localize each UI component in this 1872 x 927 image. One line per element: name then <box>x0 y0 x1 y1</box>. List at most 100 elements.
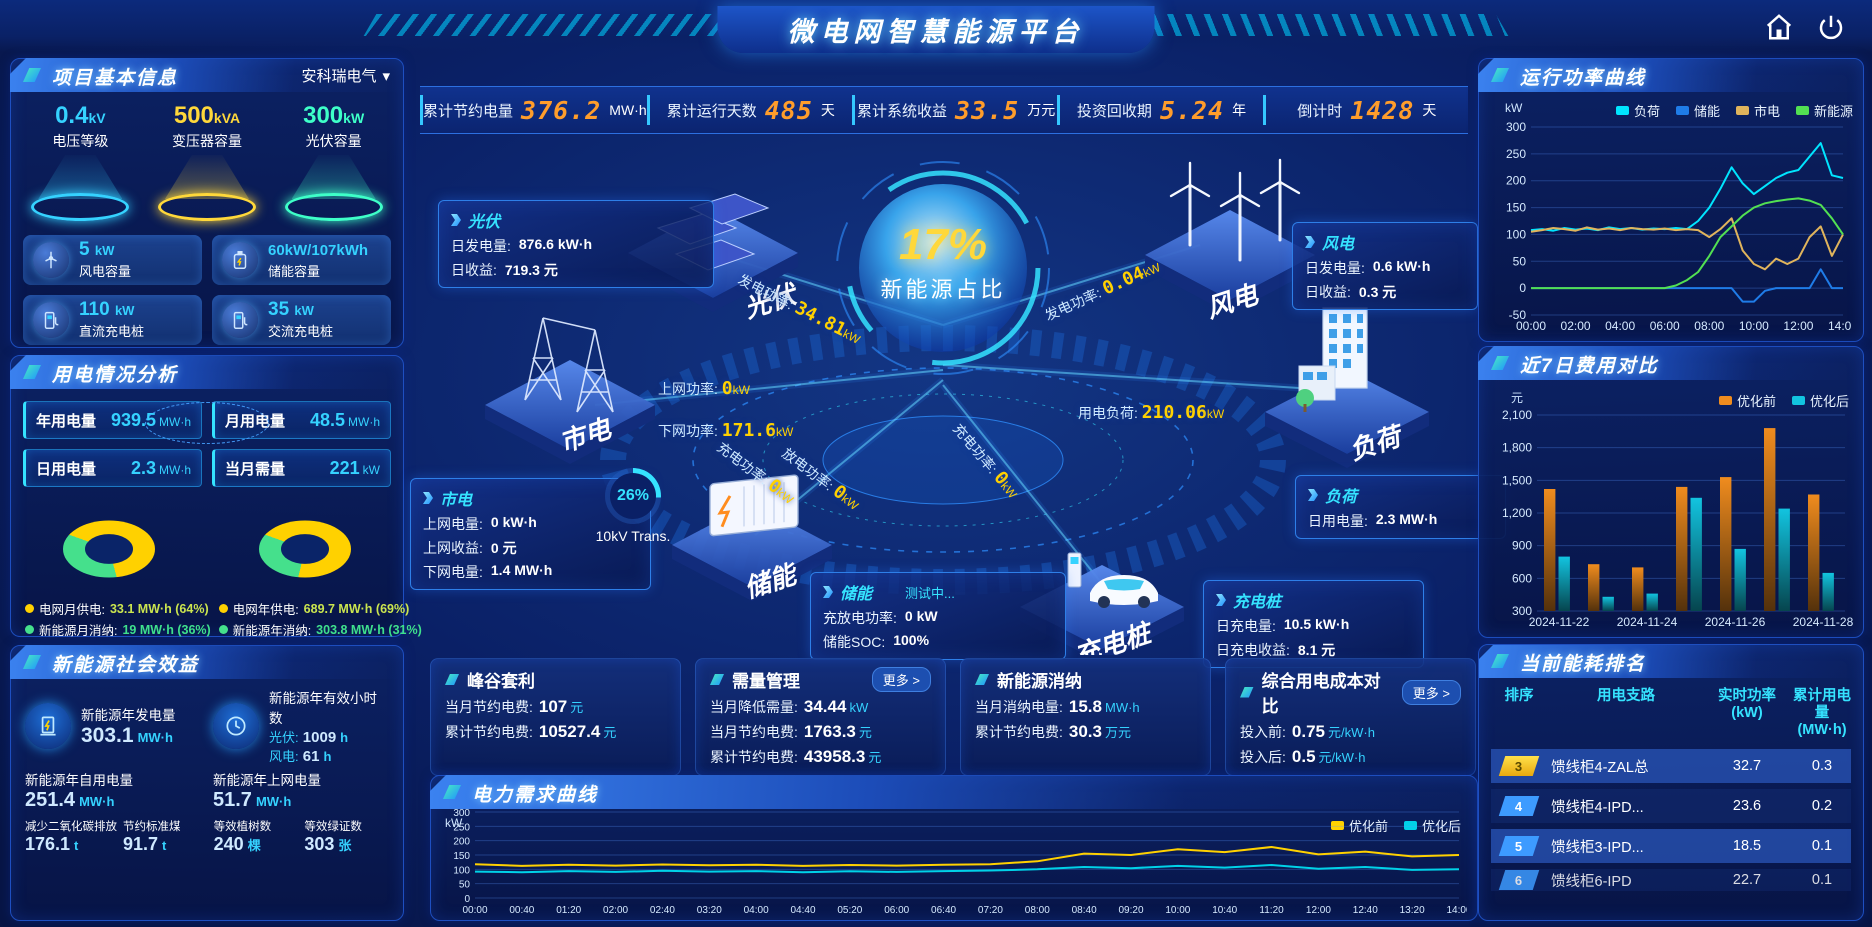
capacity-value: 35 <box>268 299 290 320</box>
legend-item[interactable]: 市电 <box>1735 101 1780 120</box>
svg-text:1,200: 1,200 <box>1502 506 1532 520</box>
realtime-power: 22.7 <box>1732 872 1762 888</box>
legend-dot <box>25 604 34 613</box>
box-value: 0 元 <box>490 540 517 556</box>
donut-chart-year <box>259 520 351 578</box>
social-unit: t <box>162 838 167 853</box>
legend-item[interactable]: 优化后 <box>1403 816 1461 835</box>
svg-text:2024-11-28: 2024-11-28 <box>1793 615 1853 629</box>
panel-header: 电力需求曲线 <box>430 775 1478 809</box>
flow-value: 0 <box>721 378 733 399</box>
transformer-indicator: 26% 10kV Trans. <box>588 468 678 544</box>
legend-item[interactable]: 优化前 <box>1718 391 1776 410</box>
social-item-annual-gen: 新能源年发电量 303.1 MW·h <box>25 687 201 765</box>
branch-name: 馈线柜4-ZAL总 <box>1551 759 1649 776</box>
chevron-down-icon: ▾ <box>382 67 390 85</box>
panel-corner-icon <box>1491 654 1509 668</box>
chevron-right-icon <box>823 586 833 598</box>
svg-text:300: 300 <box>453 808 470 819</box>
rank-badge: 5 <box>1498 836 1540 856</box>
pedestal-value: 500 <box>173 102 214 129</box>
svg-text:2024-11-26: 2024-11-26 <box>1705 615 1766 629</box>
flow-unit: kW <box>775 425 794 439</box>
realtime-power: 23.6 <box>1732 798 1762 814</box>
social-item-trees: 等效植树数 240 棵 <box>214 818 299 855</box>
card-peak-valley: 峰谷套利 当月节约电费: 107 元 累计节约电费: 10527.4 元 <box>430 658 681 776</box>
power-icon[interactable] <box>1816 12 1846 42</box>
box-key: 上网电量: <box>423 516 483 532</box>
legend-swatch <box>1615 105 1629 115</box>
company-select[interactable]: 安科瑞电气 ▾ <box>301 65 390 86</box>
chip-label: 当月需量 <box>225 460 286 478</box>
panel-header: 当前能耗排名 <box>1479 645 1863 678</box>
box-value: 10.5 kW·h <box>1283 616 1350 632</box>
social-item-co2: 减少二氧化碳排放 176.1 t <box>25 818 117 855</box>
ev-charger-icon <box>222 302 258 338</box>
capacity-unit: kW <box>294 303 314 318</box>
pedestal-ring <box>31 193 130 221</box>
more-button[interactable]: 更多 > <box>871 667 931 692</box>
pedestal-value: 0.4 <box>55 102 89 129</box>
table-row[interactable]: 6 馈线柜6-IPD 22.7 0.1 <box>1491 869 1851 891</box>
legend-label: 优化前 <box>1348 818 1388 834</box>
card-key: 累计节约电费: <box>710 749 798 765</box>
capacity-card-storage: 60kW/107kWh 储能容量 <box>212 235 391 285</box>
box-title: 负荷 <box>1325 489 1358 506</box>
flow-key: 下网功率: <box>658 423 718 439</box>
card-value: 15.8 <box>1068 697 1102 716</box>
svg-text:100: 100 <box>1506 227 1526 241</box>
svg-text:00:40: 00:40 <box>509 905 534 916</box>
legend-item[interactable]: 新能源 <box>1795 101 1853 120</box>
col-header-branch: 用电支路 <box>1597 688 1655 704</box>
social-value: 240 <box>213 834 244 854</box>
panel-header: 用电情况分析 <box>10 355 404 389</box>
kpi-system-income: 累计系统收益 33.5 万元 <box>851 95 1057 125</box>
panel-corner-icon <box>1491 356 1509 370</box>
donut-legend-item: 新能源月消纳: 19 MW·h (36%) <box>25 620 211 639</box>
storage-island: 储能 <box>672 474 832 604</box>
card-value: 43958.3 <box>803 747 866 766</box>
legend-item[interactable]: 优化前 <box>1330 816 1388 835</box>
pv-info-box: 光伏 日发电量: 876.6 kW·h 日收益: 719.3 元 <box>438 200 714 288</box>
kpi-stats-bar: 累计节约电量 376.2 MW·h 累计运行天数 485 天 累计系统收益 33… <box>420 86 1468 134</box>
panel-header: 项目基本信息 安科瑞电气 ▾ <box>10 58 404 92</box>
legend-label: 电网年供电: <box>232 603 299 617</box>
home-icon[interactable] <box>1764 12 1794 42</box>
rank-badge: 6 <box>1498 870 1540 890</box>
social-label: 节约标准煤 <box>123 821 181 833</box>
social-sub-value: 61 <box>302 748 320 765</box>
app-title-wrap: 微电网智慧能源平台 <box>717 6 1155 53</box>
svg-text:100: 100 <box>453 865 470 876</box>
total-energy: 0.1 <box>1811 872 1833 888</box>
legend-item[interactable]: 优化后 <box>1791 391 1849 410</box>
card-corner-icon <box>445 674 459 685</box>
panel-corner-icon <box>23 68 41 82</box>
table-row[interactable]: 4 馈线柜4-IPD... 23.6 0.2 <box>1491 789 1851 823</box>
chip-value: 221 <box>329 457 360 478</box>
box-value: 719.3 元 <box>504 262 558 278</box>
table-row[interactable]: 3 馈线柜4-ZAL总 32.7 0.3 <box>1491 749 1851 783</box>
kpi-run-days: 累计运行天数 485 天 <box>646 95 852 125</box>
social-label: 新能源年自用电量 <box>25 773 133 788</box>
panel-corner-icon <box>1491 68 1509 82</box>
kpi-unit: 年 <box>1232 102 1247 118</box>
svg-text:04:00: 04:00 <box>1605 319 1635 333</box>
svg-text:1,500: 1,500 <box>1502 473 1532 487</box>
legend-item[interactable]: 储能 <box>1675 101 1720 120</box>
energy-flow-scene: 光伏 风电 <box>410 140 1506 668</box>
legend-item[interactable]: 负荷 <box>1615 101 1660 120</box>
pedestal-label: 变压器容量 <box>171 133 242 149</box>
table-row[interactable]: 5 馈线柜3-IPD... 18.5 0.1 <box>1491 829 1851 863</box>
ranking-header-row: 排序 用电支路 实时功率 (kW) 累计用电量 (MW·h) <box>1491 688 1852 739</box>
flow-key: 上网功率: <box>658 381 718 397</box>
power-curve-legend: 负荷 储能 市电 新能源 <box>1615 99 1853 121</box>
svg-text:04:00: 04:00 <box>744 905 769 916</box>
kpi-label: 倒计时 <box>1297 102 1343 120</box>
svg-text:00:00: 00:00 <box>462 905 487 916</box>
card-key: 当月消纳电量: <box>975 699 1063 715</box>
more-button[interactable]: 更多 > <box>1401 679 1461 705</box>
panel-title: 电力需求曲线 <box>472 785 599 806</box>
demand-curve-chart: 300 250 200 150 100 50 0 00:00 00:40 01:20 02:00 02… <box>439 806 1472 921</box>
kpi-countdown: 倒计时 1428 天 <box>1262 95 1468 125</box>
svg-text:09:20: 09:20 <box>1118 905 1143 916</box>
